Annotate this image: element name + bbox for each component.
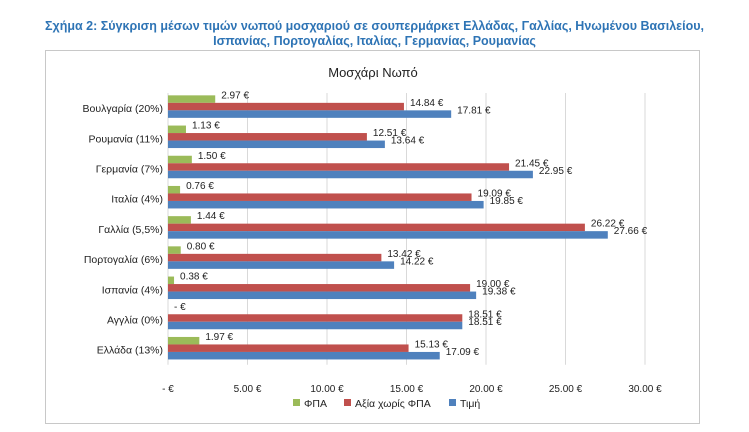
data-label-series-2-category-4: 27.66 € (614, 226, 648, 237)
data-label-series-0-category-2: 1.50 € (198, 151, 226, 162)
bar-series-2-category-4 (168, 231, 608, 239)
data-label-series-2-category-5: 14.22 € (400, 256, 434, 267)
bar-series-2-category-5 (168, 261, 395, 269)
data-label-series-0-category-4: 1.44 € (197, 211, 225, 222)
x-tick-label-2: 10.00 € (310, 384, 344, 395)
data-label-series-0-category-6: 0.38 € (180, 272, 208, 283)
bar-series-0-category-4 (168, 216, 191, 224)
bar-series-2-category-6 (168, 291, 477, 300)
data-label-series-1-category-8: 15.13 € (415, 339, 449, 350)
bar-series-2-category-8 (168, 351, 440, 360)
data-label-series-1-category-6: 19.00 € (476, 279, 510, 290)
data-label-series-1-category-4: 26.22 € (591, 219, 625, 230)
legend-item-vat-swatch (293, 399, 300, 406)
data-label-series-2-category-3: 19.85 € (490, 196, 524, 207)
data-label-series-2-category-1: 13.64 € (391, 136, 425, 147)
chart-frame: Μοσχάρι Νωπό - € 5.00 € 10.00 € 15.00 € 20.00… (45, 50, 700, 424)
bar-series-1-category-4 (168, 223, 585, 232)
data-label-series-2-category-8: 17.09 € (446, 347, 480, 358)
data-label-series-2-category-6: 19.38 € (482, 287, 516, 298)
data-label-series-2-category-7: 18.51 € (468, 317, 502, 328)
chart-title: Μοσχάρι Νωπό (328, 65, 418, 80)
data-label-series-0-category-0: 2.97 € (221, 90, 249, 101)
category-label-0: Βουλγαρία (20%) (83, 103, 163, 115)
bar-series-1-category-6 (168, 284, 471, 292)
bar-series-1-category-1 (168, 133, 367, 141)
bar-series-1-category-2 (168, 163, 510, 171)
x-tick-label-1: 5.00 € (234, 384, 262, 395)
bar-series-0-category-1 (168, 125, 186, 134)
bar-chart: Μοσχάρι Νωπό - € 5.00 € 10.00 € 15.00 € 20.00… (83, 65, 663, 410)
x-tick-label-5: 25.00 € (549, 384, 583, 395)
legend-item-vat-label: ΦΠΑ (304, 398, 327, 410)
data-label-series-1-category-3: 19.09 € (478, 188, 512, 199)
category-label-6: Ισπανία (4%) (102, 284, 163, 296)
bar-series-0-category-5 (168, 246, 181, 254)
data-label-series-0-category-1: 1.13 € (192, 121, 220, 132)
x-tick-label-4: 20.00 € (469, 384, 503, 395)
data-label-series-0-category-8: 1.97 € (205, 332, 233, 343)
category-label-5: Πορτογαλία (6%) (84, 254, 163, 266)
bar-series-1-category-8 (168, 344, 409, 352)
data-label-series-1-category-1: 12.51 € (373, 128, 407, 139)
data-label-series-0-category-5: 0.80 € (187, 241, 215, 252)
data-label-series-1-category-5: 13.42 € (387, 249, 421, 260)
bar-series-0-category-3 (168, 185, 181, 194)
figure-caption-line-1: Σχήμα 2: Σύγκριση μέσων τιμών νωπού μοσχ… (45, 19, 704, 33)
legend-item-price-swatch (449, 399, 456, 406)
bar-series-0-category-0 (168, 95, 216, 103)
bar-series-1-category-0 (168, 102, 404, 111)
bar-series-0-category-8 (168, 336, 200, 345)
bar-series-1-category-3 (168, 193, 472, 201)
data-label-series-2-category-2: 22.95 € (539, 166, 573, 177)
bar-series-2-category-2 (168, 170, 533, 179)
category-label-1: Ρουμανία (11%) (88, 133, 163, 145)
bar-series-2-category-7 (168, 321, 463, 330)
category-label-4: Γαλλία (5,5%) (98, 224, 163, 236)
data-label-series-1-category-7: 18.51 € (468, 309, 502, 320)
data-label-series-0-category-7: - € (174, 302, 186, 313)
bar-series-2-category-0 (168, 110, 452, 118)
category-label-7: Αγγλία (0%) (107, 315, 163, 327)
bar-series-2-category-1 (168, 140, 385, 149)
bar-series-2-category-3 (168, 200, 484, 209)
data-label-series-2-category-0: 17.81 € (457, 105, 491, 116)
bar-series-0-category-2 (168, 155, 192, 164)
data-label-series-1-category-0: 14.84 € (410, 98, 444, 109)
x-tick-label-3: 15.00 € (390, 384, 424, 395)
category-label-8: Ελλάδα (13%) (97, 345, 163, 357)
legend-item-without-vat-swatch (344, 399, 351, 406)
bar-series-0-category-6 (168, 276, 175, 285)
figure-caption-line-2: Ισπανίας, Πορτογαλίας, Ιταλίας, Γερμανία… (213, 34, 536, 48)
x-tick-label-0: - € (162, 384, 174, 395)
bar-series-1-category-5 (168, 253, 382, 262)
legend-item-price-label: Τιμή (460, 398, 480, 410)
bar-series-1-category-7 (168, 314, 463, 322)
x-tick-label-6: 30.00 € (628, 384, 662, 395)
data-label-series-1-category-2: 21.45 € (515, 158, 549, 169)
category-label-2: Γερμανία (7%) (96, 164, 163, 176)
category-label-3: Ιταλία (4%) (111, 194, 163, 206)
data-label-series-0-category-3: 0.76 € (186, 181, 214, 192)
legend-item-without-vat-label: Αξία χωρίς ΦΠΑ (355, 398, 431, 410)
